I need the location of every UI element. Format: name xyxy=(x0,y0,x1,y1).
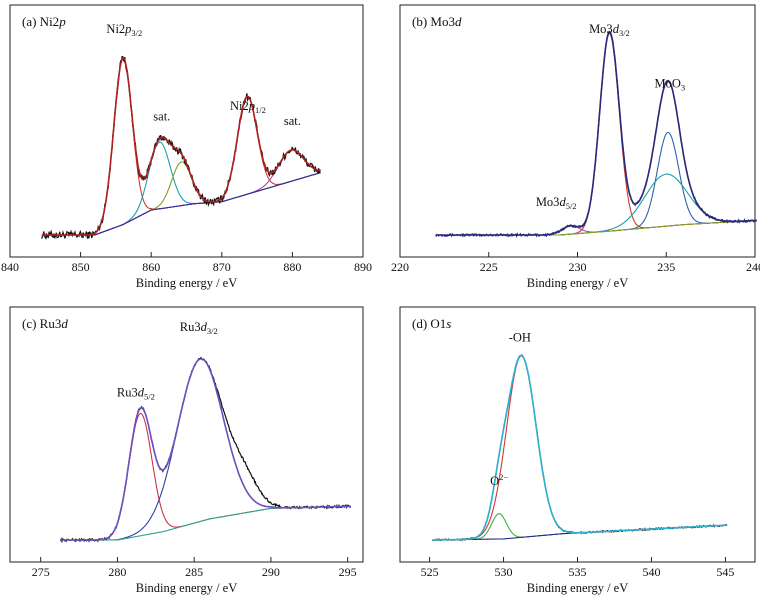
raw-data-line xyxy=(435,30,757,239)
x-tick-label: 225 xyxy=(480,260,498,274)
panel-1: 220 225 230 235 240 Binding energy / eV (b) Mo… xyxy=(391,4,760,290)
x-axis-label: Binding energy / eV xyxy=(136,276,238,290)
panel-0: 840 850 860 870 880 890 Binding energy / eV (a)… xyxy=(1,4,372,290)
x-axis-label: Binding energy / eV xyxy=(527,276,629,290)
peak-component xyxy=(41,161,321,236)
background-curve xyxy=(60,505,351,541)
panel-label: (b) Mo3d xyxy=(412,14,462,29)
x-tick-label: 545 xyxy=(716,565,734,579)
fit-envelope xyxy=(435,31,757,236)
peak-annotation: O2− xyxy=(490,472,508,488)
x-tick-label: 230 xyxy=(569,260,587,274)
panel-2: 275 280 285 290 295 Binding energy / eV (c) Ru… xyxy=(9,306,364,595)
peak-component xyxy=(60,358,351,541)
x-tick-label: 880 xyxy=(283,260,301,274)
x-tick-label: 235 xyxy=(657,260,675,274)
panel-label: (c) Ru3d xyxy=(22,316,68,331)
x-axis-label: Binding energy / eV xyxy=(527,581,629,595)
peak-annotation: Mo3d3/2 xyxy=(589,22,630,38)
x-tick-label: 290 xyxy=(262,565,280,579)
x-tick-label: 870 xyxy=(213,260,231,274)
x-tick-label: 525 xyxy=(421,565,439,579)
peak-annotation: Ni2p3/2 xyxy=(106,22,142,38)
peak-component xyxy=(432,355,727,541)
x-tick-label: 285 xyxy=(185,565,203,579)
plot-frame xyxy=(399,4,756,258)
peak-annotation: Ru3d5/2 xyxy=(117,386,155,402)
x-axis-label: Binding energy / eV xyxy=(136,581,238,595)
x-tick-label: 840 xyxy=(1,260,19,274)
x-tick-label: 220 xyxy=(391,260,409,274)
x-tick-label: 275 xyxy=(32,565,50,579)
peak-component xyxy=(435,173,757,236)
x-tick-label: 535 xyxy=(569,565,587,579)
peak-component xyxy=(41,149,321,236)
peak-annotation: sat. xyxy=(284,114,301,128)
raw-data-line xyxy=(432,354,728,542)
peak-component xyxy=(41,141,321,236)
x-tick-label: 295 xyxy=(339,565,357,579)
plot-frame xyxy=(9,4,364,258)
plot-frame xyxy=(399,306,756,563)
peak-annotation: Mo3d5/2 xyxy=(536,195,577,211)
peak-annotation: Ni2p1/2 xyxy=(230,99,266,115)
panel-label: (d) O1s xyxy=(412,316,451,331)
fit-envelope xyxy=(60,358,351,541)
peak-component xyxy=(435,33,757,236)
x-tick-label: 540 xyxy=(642,565,660,579)
x-tick-label: 860 xyxy=(142,260,160,274)
peak-component xyxy=(60,412,351,541)
raw-data-line xyxy=(41,55,322,240)
raw-data-line xyxy=(60,356,351,544)
x-tick-label: 850 xyxy=(72,260,90,274)
x-tick-label: 530 xyxy=(495,565,513,579)
peak-annotation: sat. xyxy=(153,110,170,124)
panel-label: (a) Ni2p xyxy=(22,14,66,29)
x-tick-label: 240 xyxy=(746,260,760,274)
x-tick-label: 280 xyxy=(108,565,126,579)
fit-envelope xyxy=(432,354,727,541)
background-curve xyxy=(41,172,321,236)
fit-envelope xyxy=(41,57,321,236)
plot-frame xyxy=(9,306,364,563)
peak-component xyxy=(41,57,321,236)
panel-3: 525 530 535 540 545 Binding energy / eV (d) O1… xyxy=(399,306,756,595)
peak-annotation: MoO3 xyxy=(654,76,685,92)
x-tick-label: 890 xyxy=(354,260,372,274)
peak-annotation: -OH xyxy=(509,331,531,345)
peak-annotation: Ru3d3/2 xyxy=(180,320,218,336)
